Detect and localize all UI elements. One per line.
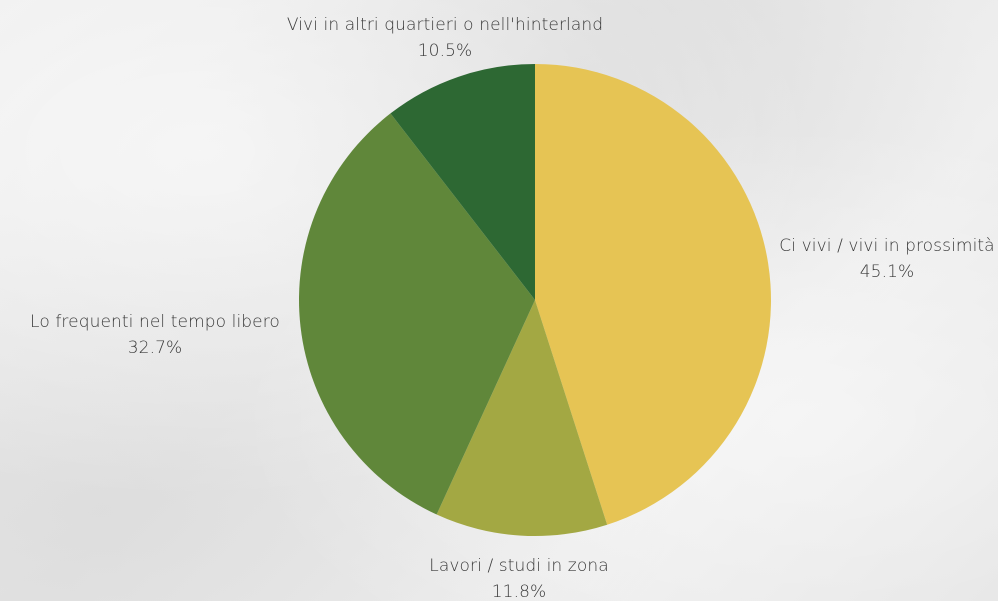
slice-label-ci-vivi: Ci vivi / vivi in prossimità 45.1% <box>779 233 994 285</box>
slice-category-label: Lavori / studi in zona <box>429 556 609 576</box>
pie-slice-0 <box>535 64 771 525</box>
slice-category-label: Ci vivi / vivi in prossimità <box>779 236 995 256</box>
slice-category-label: Lo frequenti nel tempo libero <box>30 312 280 332</box>
slice-value-label: 10.5% <box>417 41 473 61</box>
slice-value-label: 45.1% <box>859 262 915 282</box>
pie-slices <box>299 64 771 536</box>
slice-category-label: Vivi in altri quartieri o nell'hinterlan… <box>286 15 604 35</box>
slice-label-lavori-studi: Lavori / studi in zona 11.8% <box>429 553 608 601</box>
pie-slice-1 <box>436 300 608 536</box>
slice-value-label: 32.7% <box>127 338 183 358</box>
pie-slice-2 <box>299 113 535 515</box>
pie-slice-3 <box>390 64 535 300</box>
slice-label-altri-quartieri: Vivi in altri quartieri o nell'hinterlan… <box>287 12 603 64</box>
slice-label-tempo-libero: Lo frequenti nel tempo libero 32.7% <box>30 309 280 361</box>
slice-value-label: 11.8% <box>491 582 547 601</box>
